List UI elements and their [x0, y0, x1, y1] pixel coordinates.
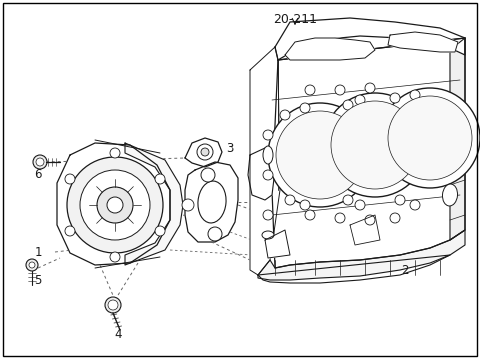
Text: 5: 5 [34, 274, 42, 286]
Circle shape [263, 170, 273, 180]
Circle shape [388, 96, 472, 180]
Circle shape [390, 213, 400, 223]
Ellipse shape [443, 184, 457, 206]
Circle shape [263, 210, 273, 220]
Ellipse shape [263, 146, 273, 164]
Ellipse shape [443, 129, 457, 151]
Polygon shape [275, 18, 465, 60]
Circle shape [280, 110, 290, 120]
Circle shape [97, 187, 133, 223]
Text: 1: 1 [34, 246, 42, 258]
Polygon shape [57, 143, 170, 265]
Circle shape [395, 195, 405, 205]
Circle shape [201, 168, 215, 182]
Circle shape [300, 200, 310, 210]
Polygon shape [125, 143, 183, 265]
Circle shape [65, 174, 75, 184]
Polygon shape [450, 38, 465, 240]
Text: 4: 4 [114, 328, 122, 341]
Circle shape [335, 85, 345, 95]
Circle shape [105, 297, 121, 313]
Circle shape [182, 199, 194, 211]
Circle shape [445, 120, 455, 130]
Circle shape [33, 155, 47, 169]
Circle shape [390, 93, 400, 103]
Circle shape [26, 259, 38, 271]
Circle shape [365, 83, 375, 93]
Circle shape [80, 170, 150, 240]
Circle shape [290, 175, 300, 185]
Circle shape [197, 144, 213, 160]
Circle shape [108, 300, 118, 310]
Polygon shape [185, 138, 222, 167]
Circle shape [155, 174, 165, 184]
Circle shape [268, 103, 372, 207]
Circle shape [300, 103, 310, 113]
Circle shape [305, 85, 315, 95]
Ellipse shape [262, 231, 274, 239]
Circle shape [285, 195, 295, 205]
Circle shape [107, 197, 123, 213]
Circle shape [290, 125, 300, 135]
Circle shape [110, 148, 120, 158]
Circle shape [380, 88, 480, 188]
Circle shape [343, 100, 353, 110]
Circle shape [445, 155, 455, 165]
Circle shape [305, 210, 315, 220]
Circle shape [343, 195, 353, 205]
Circle shape [65, 226, 75, 236]
Circle shape [29, 262, 35, 268]
Circle shape [67, 157, 163, 253]
Circle shape [263, 130, 273, 140]
Text: 6: 6 [34, 168, 42, 182]
Polygon shape [265, 230, 290, 258]
Ellipse shape [198, 181, 226, 223]
Polygon shape [258, 230, 465, 280]
Circle shape [331, 101, 419, 189]
Polygon shape [248, 148, 275, 200]
Circle shape [201, 148, 209, 156]
Circle shape [355, 200, 365, 210]
Circle shape [365, 215, 375, 225]
Circle shape [323, 93, 427, 197]
Circle shape [276, 111, 364, 199]
Circle shape [335, 213, 345, 223]
Circle shape [110, 252, 120, 262]
Polygon shape [350, 215, 380, 245]
Circle shape [155, 226, 165, 236]
Polygon shape [250, 47, 280, 275]
Circle shape [410, 200, 420, 210]
Polygon shape [272, 38, 465, 268]
Polygon shape [185, 162, 238, 242]
Circle shape [445, 195, 455, 205]
Circle shape [36, 158, 44, 166]
Polygon shape [388, 32, 458, 52]
Polygon shape [285, 38, 375, 60]
Circle shape [208, 227, 222, 241]
Text: 20-211: 20-211 [273, 13, 317, 26]
Circle shape [410, 90, 420, 100]
Text: 2: 2 [401, 264, 409, 276]
Circle shape [355, 95, 365, 105]
Text: 3: 3 [226, 141, 234, 154]
